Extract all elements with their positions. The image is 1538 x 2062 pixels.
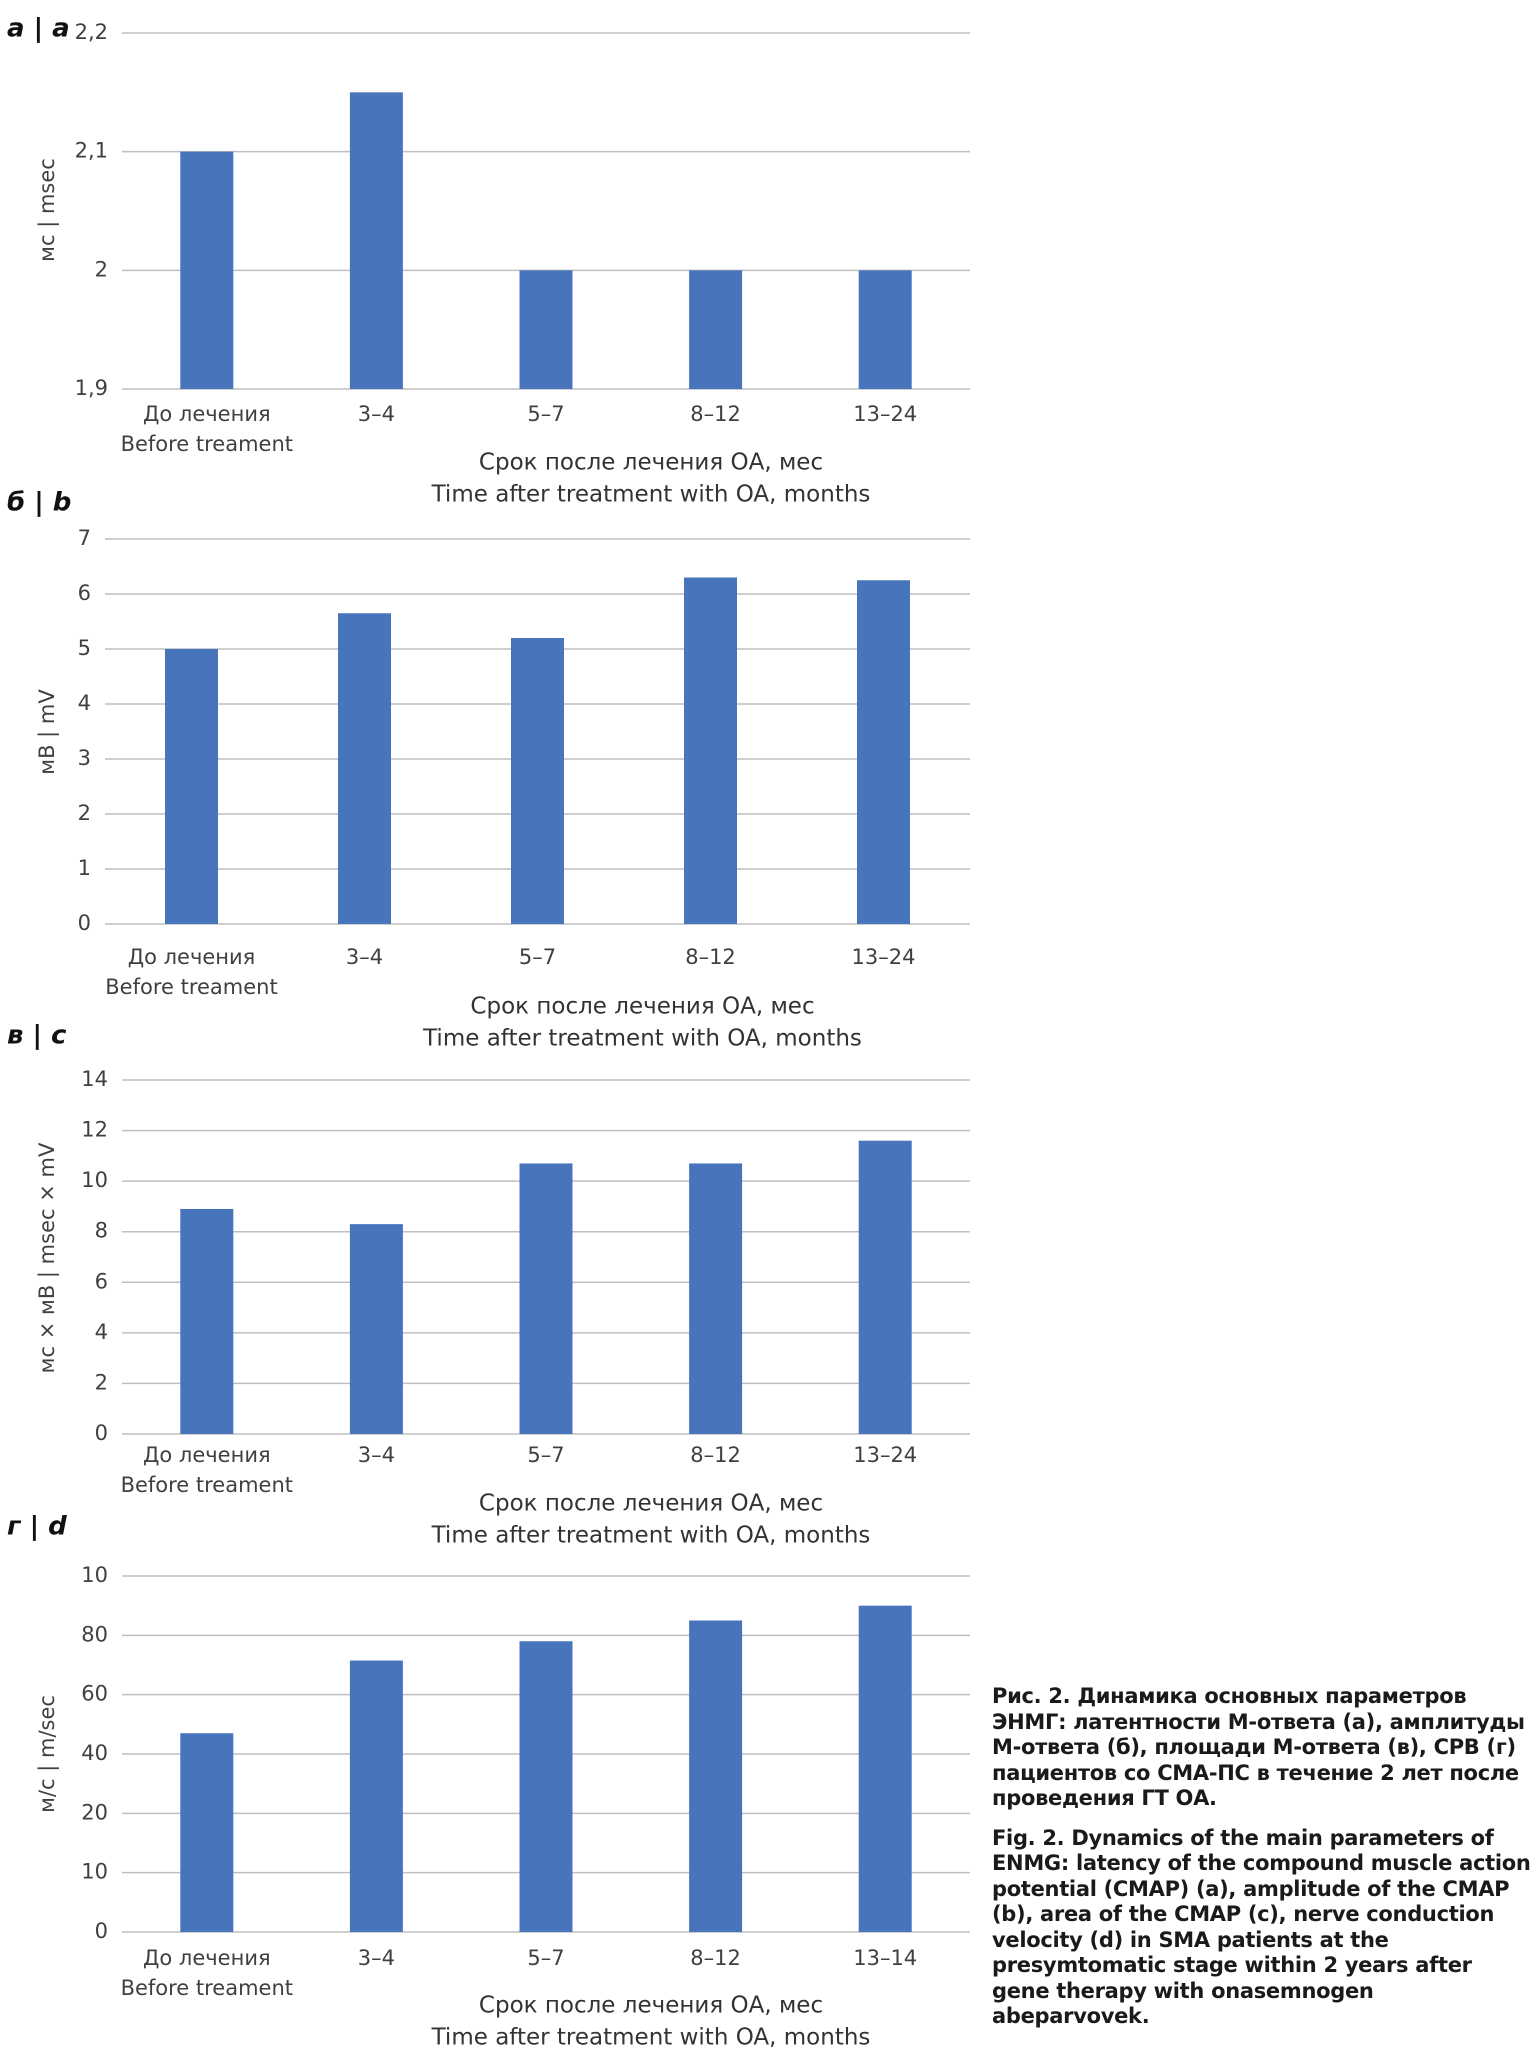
x-tick-label: До лечения xyxy=(143,1946,271,1970)
y-tick-label: 2 xyxy=(78,801,91,825)
bar xyxy=(338,613,391,924)
y-tick-label: 3 xyxy=(78,746,91,770)
panel-label: б | b xyxy=(7,488,71,518)
bar xyxy=(858,1605,912,1932)
caption-ru: Рис. 2. Динамика основных параметров ЭНМ… xyxy=(992,1684,1525,1810)
panel-label: г | d xyxy=(7,1512,67,1542)
y-tick-label: 5 xyxy=(78,636,91,660)
x-tick-label: 3–4 xyxy=(346,945,383,969)
y-tick-label: 40 xyxy=(81,1741,108,1765)
y-tick-label: 2 xyxy=(95,257,108,281)
x-tick-label: 5–7 xyxy=(527,1946,564,1970)
bar xyxy=(180,1733,234,1932)
bar xyxy=(511,638,564,924)
y-tick-label: 2,2 xyxy=(75,20,108,44)
x-tick-label: До лечения xyxy=(143,402,271,426)
bar xyxy=(689,270,743,389)
x-tick-label: 13–24 xyxy=(852,945,916,969)
x-tick-label: 3–4 xyxy=(358,1946,395,1970)
x-tick-label: Before treament xyxy=(121,1473,293,1497)
bar xyxy=(349,1224,403,1434)
x-tick-label: 8–12 xyxy=(690,402,741,426)
x-tick-label: 8–12 xyxy=(685,945,736,969)
bar xyxy=(858,270,912,389)
x-axis-title: Срок после лечения ОА, мес xyxy=(479,450,823,476)
bar xyxy=(349,1660,403,1932)
y-tick-label: 10 xyxy=(81,1860,108,1884)
y-tick-label: 20 xyxy=(81,1800,108,1824)
y-tick-label: 1,9 xyxy=(75,376,108,400)
bar xyxy=(519,1641,573,1932)
y-axis-title: мс × мВ | msec × mV xyxy=(35,1142,60,1373)
x-axis-title: Срок после лечения ОА, мес xyxy=(470,994,814,1020)
bar xyxy=(857,580,910,924)
x-axis-title: Time after treatment with OA, months xyxy=(422,1026,862,1052)
panel-label: а | a xyxy=(7,14,70,44)
panel-label: в | c xyxy=(7,1021,67,1051)
x-tick-label: До лечения xyxy=(143,1443,271,1467)
y-tick-label: 2 xyxy=(95,1370,108,1394)
y-tick-label: 10 xyxy=(81,1168,108,1192)
x-tick-label: 5–7 xyxy=(519,945,556,969)
y-axis-title: мВ | mV xyxy=(35,689,60,775)
caption-en: Fig. 2. Dynamics of the main parameters … xyxy=(992,1825,1531,2029)
bar xyxy=(858,1140,912,1434)
caption: Рис. 2. Динамика основных параметров ЭНМ… xyxy=(992,1684,1532,2044)
y-tick-label: 1 xyxy=(78,856,91,880)
x-tick-label: 5–7 xyxy=(527,1443,564,1467)
bar xyxy=(180,1208,234,1434)
x-axis-title: Time after treatment with OA, months xyxy=(431,2025,871,2051)
y-tick-label: 6 xyxy=(78,581,91,605)
y-tick-label: 4 xyxy=(78,691,91,715)
x-axis-title: Срок после лечения ОА, мес xyxy=(479,1993,823,2019)
x-tick-label: Before treament xyxy=(121,1976,293,2000)
bar xyxy=(349,92,403,389)
x-tick-label: 13–24 xyxy=(853,1443,917,1467)
y-tick-label: 0 xyxy=(95,1919,108,1943)
x-tick-label: До лечения xyxy=(128,945,256,969)
x-axis-title: Time after treatment with OA, months xyxy=(431,482,871,508)
x-tick-label: Before treament xyxy=(105,975,277,999)
x-tick-label: 13–24 xyxy=(853,402,917,426)
y-tick-label: 7 xyxy=(78,526,91,550)
y-tick-label: 4 xyxy=(95,1320,108,1344)
x-tick-label: 3–4 xyxy=(358,1443,395,1467)
x-tick-label: Before treament xyxy=(121,432,293,456)
y-tick-label: 10 xyxy=(81,1563,108,1587)
y-tick-label: 0 xyxy=(78,911,91,935)
y-tick-label: 14 xyxy=(81,1067,108,1091)
y-tick-label: 80 xyxy=(81,1622,108,1646)
bar xyxy=(519,1163,573,1434)
x-tick-label: 8–12 xyxy=(690,1443,741,1467)
x-tick-label: 3–4 xyxy=(358,402,395,426)
y-axis-title: м/с | m/sec xyxy=(35,1695,60,1813)
y-tick-label: 12 xyxy=(81,1118,108,1142)
bar xyxy=(689,1620,743,1932)
bar xyxy=(689,1163,743,1434)
bar xyxy=(180,151,234,389)
x-axis-title: Time after treatment with OA, months xyxy=(431,1523,871,1549)
x-tick-label: 8–12 xyxy=(690,1946,741,1970)
bar xyxy=(519,270,573,389)
y-tick-label: 60 xyxy=(81,1682,108,1706)
x-tick-label: 13–14 xyxy=(853,1946,917,1970)
x-axis-title: Срок после лечения ОА, мес xyxy=(479,1491,823,1517)
y-axis-title: мс | msec xyxy=(35,158,60,262)
bar xyxy=(165,649,218,924)
x-tick-label: 5–7 xyxy=(527,402,564,426)
y-tick-label: 0 xyxy=(95,1421,108,1445)
y-tick-label: 8 xyxy=(95,1219,108,1243)
bar xyxy=(684,577,737,924)
y-tick-label: 2,1 xyxy=(75,139,108,163)
y-tick-label: 6 xyxy=(95,1269,108,1293)
